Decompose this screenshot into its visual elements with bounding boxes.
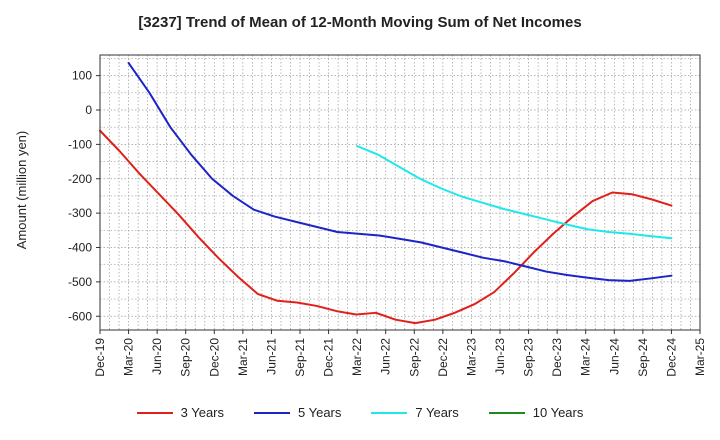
x-tick-label: Mar-23 (464, 338, 478, 376)
series-line-7-years (356, 145, 673, 240)
chart-title: [3237] Trend of Mean of 12-Month Moving … (138, 14, 582, 31)
y-tick-label: -600 (68, 309, 92, 323)
x-tick-label: Sep-24 (636, 338, 650, 377)
series-line-3-years (99, 129, 673, 325)
x-tick-label: Jun-20 (150, 338, 164, 375)
x-tick-label: Dec-21 (322, 338, 336, 377)
x-tick-label: Sep-22 (407, 338, 421, 377)
legend-item: 5 Years (254, 405, 341, 420)
y-tick-label: -300 (68, 206, 92, 220)
grid-layer (100, 55, 700, 330)
legend-item: 7 Years (371, 405, 459, 420)
x-tick-label: Jun-22 (379, 338, 393, 375)
x-tick-label: Sep-23 (522, 338, 536, 377)
legend-label: 7 Years (415, 405, 459, 420)
legend-label: 3 Years (180, 405, 224, 420)
legend-swatch (254, 411, 290, 414)
legend-swatch (136, 411, 173, 414)
x-tick-label: Mar-24 (579, 338, 593, 376)
plot-frame (99, 54, 701, 331)
y-tick-label: -500 (68, 275, 92, 289)
series-line-5-years (127, 61, 673, 282)
x-tick-label: Mar-20 (122, 338, 136, 376)
legend-label: 10 Years (532, 405, 584, 420)
legend-item: 3 Years (136, 405, 224, 420)
y-tick-label: 0 (85, 103, 92, 117)
x-tick-label: Mar-21 (236, 338, 250, 376)
y-tick-label: -200 (68, 172, 92, 186)
x-tick-label: Dec-19 (93, 338, 107, 377)
y-tick-label: -100 (68, 137, 92, 151)
x-tick-label: Jun-24 (607, 338, 621, 375)
axis-layer: 100 0 -100 -200 -300 -400 -500 -600 Dec-19 Mar-20… (68, 54, 707, 377)
y-tick-label: 100 (72, 69, 92, 83)
x-tick-label: Mar-25 (693, 338, 707, 376)
legend-label: 5 Years (298, 405, 342, 420)
x-tick-label: Dec-20 (207, 338, 221, 377)
x-tick-label: Jun-23 (493, 338, 507, 375)
x-tick-label: Mar-22 (350, 338, 364, 376)
x-tick-label: Sep-20 (179, 338, 193, 377)
series-layer (99, 61, 673, 325)
x-tick-label: Jun-21 (264, 338, 278, 375)
legend: 3 Years 5 Years 7 Years 10 Years (0, 405, 720, 420)
legend-item: 10 Years (488, 405, 584, 420)
legend-swatch (371, 411, 408, 414)
legend-swatch (488, 411, 525, 414)
x-tick-label: Dec-24 (664, 338, 678, 377)
x-tick-label: Dec-23 (550, 338, 564, 377)
x-tick-label: Dec-22 (436, 338, 450, 377)
y-tick-label: -400 (68, 241, 92, 255)
x-tick-label: Sep-21 (293, 338, 307, 377)
